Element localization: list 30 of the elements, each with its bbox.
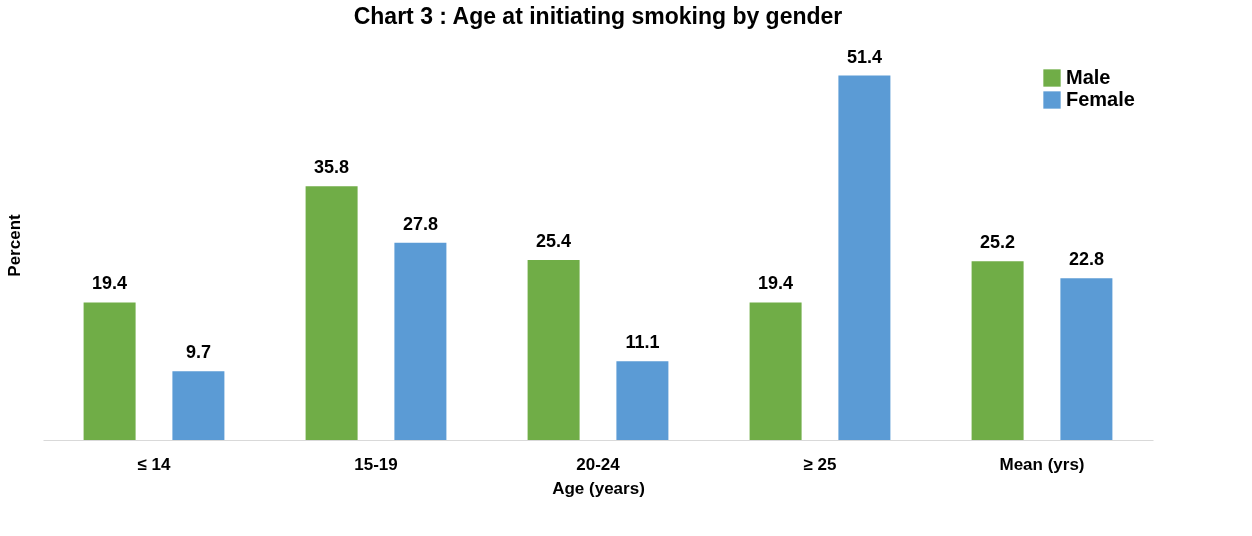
bar xyxy=(971,261,1024,440)
bar xyxy=(394,242,447,440)
x-tick-label: Mean (yrs) xyxy=(999,454,1085,474)
bar xyxy=(1060,278,1113,440)
data-label: 19.4 xyxy=(92,273,128,294)
x-tick-label: 15-19 xyxy=(354,454,398,474)
bar xyxy=(172,371,225,440)
data-label: 9.7 xyxy=(185,342,211,363)
data-label: 25.4 xyxy=(536,230,572,251)
x-axis-title: Age (years) xyxy=(552,478,645,498)
bar xyxy=(83,302,136,440)
bar xyxy=(749,302,802,440)
data-label: 11.1 xyxy=(625,332,660,353)
data-label: 19.4 xyxy=(758,273,794,294)
data-label: 22.8 xyxy=(1068,249,1104,270)
x-tick-label: ≥ 25 xyxy=(803,454,837,474)
bar xyxy=(838,75,891,440)
legend-label: Male xyxy=(1066,66,1111,88)
x-tick-label: 20-24 xyxy=(576,454,621,474)
bar xyxy=(527,259,580,440)
bar xyxy=(616,361,669,440)
y-axis-title: Percent xyxy=(4,213,24,277)
data-label: 35.8 xyxy=(314,157,350,178)
data-label: 27.8 xyxy=(402,213,438,234)
legend-label: Female xyxy=(1066,88,1135,110)
bar xyxy=(305,186,358,440)
chart-title: Chart 3 : Age at initiating smoking by gender xyxy=(353,2,843,29)
x-tick-label: ≤ 14 xyxy=(137,454,172,474)
data-label: 25.2 xyxy=(980,232,1016,253)
data-label: 51.4 xyxy=(846,46,882,67)
